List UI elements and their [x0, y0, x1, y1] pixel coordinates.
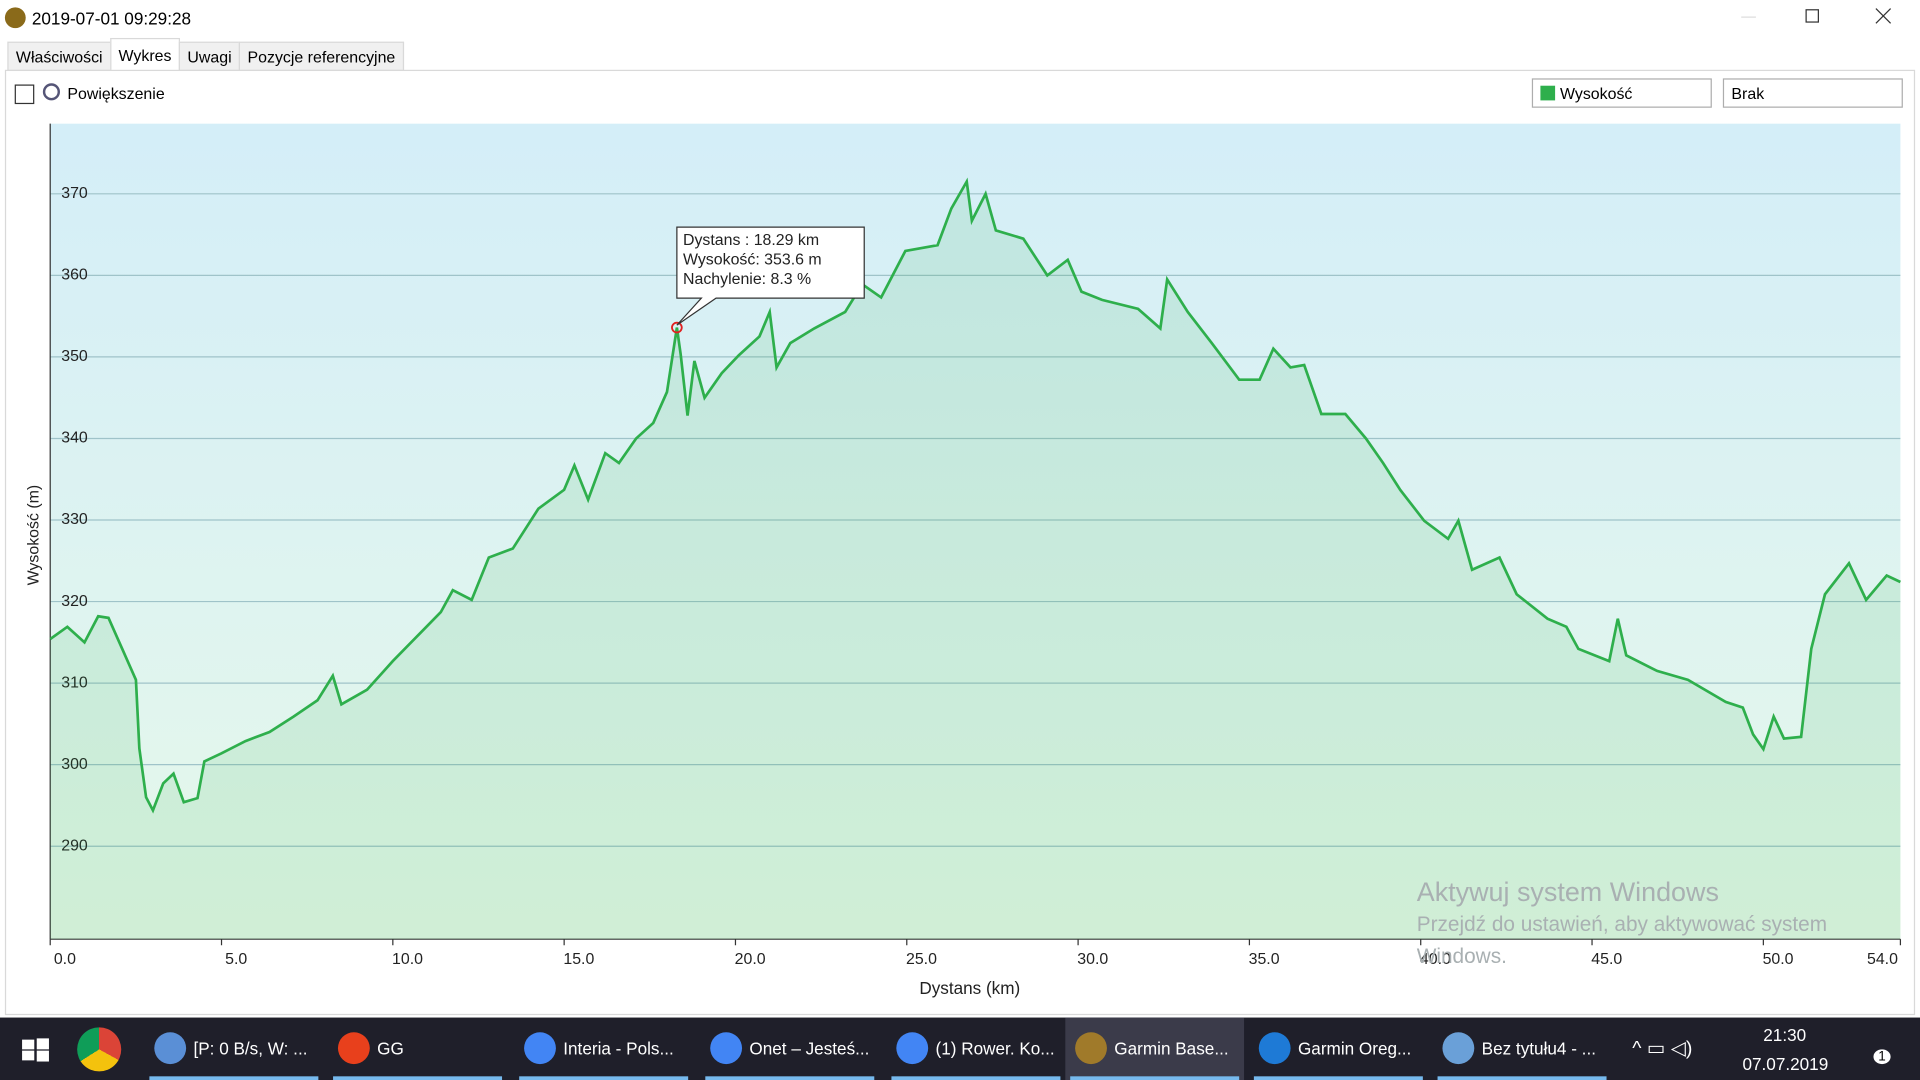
tooltip-line: Dystans : 18.29 km — [683, 232, 819, 249]
x-tick-label: 50.0 — [1763, 951, 1794, 968]
taskbar-item[interactable]: (1) Rower. Ko... — [887, 1018, 1066, 1080]
restore[interactable] — [1805, 9, 1819, 23]
taskbar-item[interactable]: Garmin Base... — [1065, 1017, 1245, 1080]
plot-area — [50, 123, 1901, 940]
window-controls[interactable] — [1727, 0, 1911, 37]
taskbar-icon — [710, 1032, 743, 1065]
y-tick-label: 290 — [61, 837, 88, 854]
taskbar-item[interactable]: [P: 0 B/s, W: ... — [144, 1018, 323, 1080]
app-icon — [4, 7, 26, 29]
clock-date: 07.07.2019 — [1742, 1054, 1829, 1074]
x-tick-label: 20.0 — [735, 951, 766, 968]
y-tick-label: 370 — [61, 185, 88, 202]
tray-icons: ^ ▭ ◁) — [1632, 1038, 1693, 1060]
taskbar-label: Interia - Pols... — [563, 1038, 674, 1058]
taskbar-item[interactable]: GG — [328, 1018, 507, 1080]
x-tick-label: 45.0 — [1591, 951, 1622, 968]
watermark: Windows. — [1417, 945, 1507, 968]
taskbar-icon — [1442, 1032, 1475, 1065]
taskbar-label: Onet – Jesteś... — [749, 1038, 870, 1058]
taskbar-label: Garmin Base... — [1114, 1038, 1229, 1058]
legend-label: Wysokość — [1560, 84, 1633, 103]
taskbar-icon — [896, 1032, 929, 1065]
taskbar-icon — [337, 1032, 370, 1065]
x-tick-label: 35.0 — [1249, 951, 1280, 968]
y-tick-label: 360 — [61, 267, 88, 284]
taskbar-label: Bez tytułu4 - ... — [1481, 1038, 1596, 1058]
taskbar-label: GG — [377, 1038, 404, 1058]
x-tick-label: 25.0 — [906, 951, 937, 968]
x-tick-label: 0.0 — [54, 951, 76, 968]
taskbar-label: Garmin Oreg... — [1297, 1038, 1412, 1058]
tabs: Właściwości Wykres Uwagi Pozycje referen… — [7, 37, 404, 72]
start-button[interactable] — [22, 1037, 49, 1062]
x-tick-label: 15.0 — [563, 951, 594, 968]
taskbar-icon — [1075, 1032, 1107, 1065]
x-tick-label: 30.0 — [1077, 951, 1108, 968]
y-axis-label: Wysokość (m) — [25, 485, 42, 586]
dropdown[interactable]: Brak — [1722, 78, 1903, 108]
tooltip-box — [676, 226, 865, 326]
taskbar-label: (1) Rower. Ko... — [935, 1038, 1055, 1058]
dropdown-label: Brak — [1731, 84, 1765, 103]
series-dropdown[interactable]: Wysokość — [1531, 78, 1712, 108]
window-title: 2019-07-01 09:29:28 — [31, 8, 192, 29]
y-tick-label: 300 — [61, 756, 88, 773]
taskbar-item[interactable]: Bez tytułu4 - ... — [1433, 1018, 1612, 1080]
close[interactable] — [1875, 8, 1892, 24]
zoom-icon — [42, 83, 61, 101]
watermark: Aktywuj system Windows — [1417, 877, 1719, 907]
y-tick-label: 330 — [61, 511, 88, 528]
taskbar-icon — [1258, 1032, 1291, 1065]
elevation-line — [49, 177, 1901, 814]
checkbox[interactable] — [14, 84, 35, 105]
notification-count[interactable]: 1 — [1873, 1049, 1891, 1065]
x-tick-label: 10.0 — [392, 951, 423, 968]
tooltip-line: Nachylenie: 8.3 % — [683, 271, 811, 288]
chrome-icon[interactable] — [77, 1027, 122, 1072]
taskbar: [P: 0 B/s, W: ... GG Interia - Pols... Onet… — [0, 1017, 1920, 1080]
y-tick-label: 320 — [61, 593, 88, 610]
taskbar-icon — [524, 1032, 556, 1065]
tab[interactable]: Uwagi — [178, 41, 241, 72]
legend-swatch — [1540, 85, 1556, 101]
cursor-marker — [671, 321, 683, 334]
panel — [4, 69, 1916, 1016]
watermark: Przejdź do ustawień, aby aktywować syste… — [1417, 913, 1827, 936]
title-bar: 2019-07-01 09:29:28 — [0, 0, 1920, 37]
taskbar-label: [P: 0 B/s, W: ... — [193, 1038, 308, 1058]
taskbar-item[interactable]: Garmin Oreg... — [1249, 1018, 1428, 1080]
chart: Wysokość (m) Dystans (km) 290 300 310 320 33… — [25, 123, 1902, 998]
zoom-label[interactable]: Powiększenie — [67, 84, 165, 103]
clock-time: 21:30 — [1763, 1024, 1807, 1045]
y-tick-label: 310 — [61, 674, 88, 691]
taskbar-icon — [154, 1032, 187, 1065]
x-axis-label: Dystans (km) — [919, 978, 1020, 998]
x-tick-label: 54.0 — [1867, 951, 1898, 968]
tooltip-line: Wysokość: 353.6 m — [683, 251, 822, 268]
y-tick-label: 340 — [61, 430, 88, 447]
taskbar-item[interactable]: Onet – Jesteś... — [700, 1018, 879, 1080]
x-tick-label: 5.0 — [225, 951, 247, 968]
y-tick-label: 350 — [61, 348, 88, 365]
taskbar-item[interactable]: Interia - Pols... — [514, 1018, 693, 1080]
area — [50, 181, 1901, 940]
tab[interactable]: Pozycje referencyjne — [238, 41, 404, 72]
x-tick-label: 40.0 — [1420, 951, 1451, 968]
